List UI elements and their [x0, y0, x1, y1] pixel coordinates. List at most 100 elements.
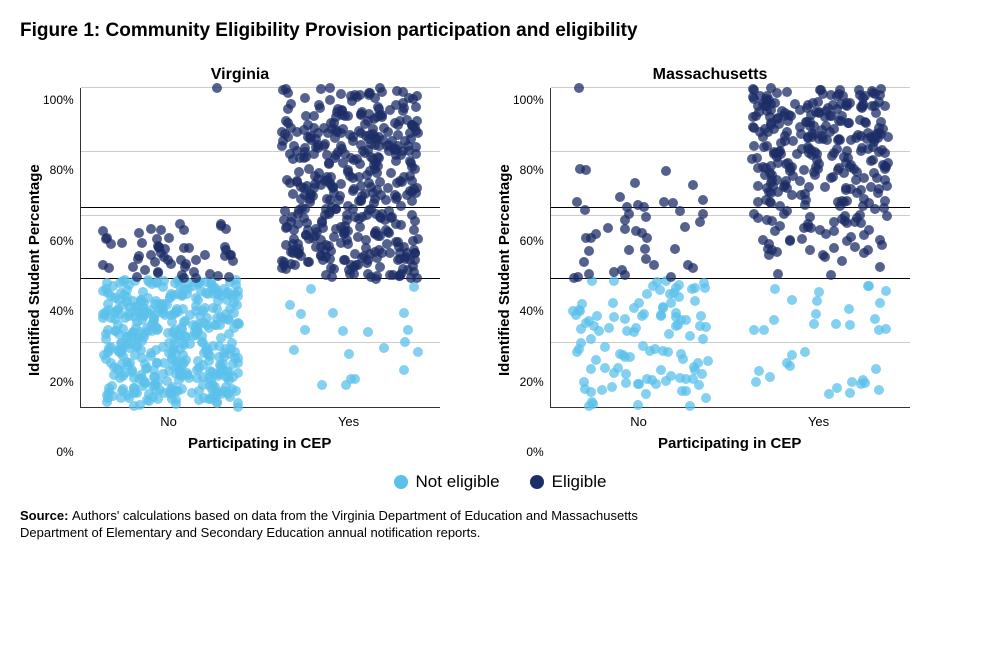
y-tick: 20%: [513, 376, 544, 388]
data-point: [300, 93, 310, 103]
data-point: [630, 178, 640, 188]
data-point: [310, 171, 320, 181]
data-point: [850, 242, 860, 252]
data-point: [363, 145, 373, 155]
data-point: [387, 212, 397, 222]
data-point: [696, 311, 706, 321]
data-point: [622, 326, 632, 336]
data-point: [784, 110, 794, 120]
data-point: [280, 206, 290, 216]
data-point: [828, 172, 838, 182]
data-point: [773, 269, 783, 279]
data-point: [754, 366, 764, 376]
data-point: [670, 244, 680, 254]
data-point: [634, 379, 644, 389]
data-point: [829, 124, 839, 134]
data-point: [317, 380, 327, 390]
data-point: [140, 265, 150, 275]
data-point: [847, 377, 857, 387]
data-point: [391, 156, 401, 166]
data-point: [574, 83, 584, 93]
data-point: [164, 233, 174, 243]
data-point: [640, 244, 650, 254]
data-point: [881, 286, 891, 296]
data-point: [854, 85, 864, 95]
data-point: [304, 257, 314, 267]
data-point: [797, 234, 807, 244]
data-point: [817, 125, 827, 135]
data-point: [101, 334, 111, 344]
data-point: [695, 217, 705, 227]
data-point: [858, 101, 868, 111]
data-point: [413, 347, 423, 357]
data-point: [396, 201, 406, 211]
data-point: [650, 344, 660, 354]
data-point: [374, 153, 384, 163]
data-point: [103, 325, 113, 335]
data-point: [770, 284, 780, 294]
y-tick: 80%: [43, 164, 74, 176]
data-point: [671, 308, 681, 318]
data-point: [808, 98, 818, 108]
data-point: [392, 178, 402, 188]
data-point: [342, 210, 352, 220]
data-point: [759, 325, 769, 335]
data-point: [609, 368, 619, 378]
data-point: [305, 194, 315, 204]
data-point: [882, 211, 892, 221]
data-point: [772, 247, 782, 257]
data-point: [698, 195, 708, 205]
data-point: [353, 232, 363, 242]
data-point: [837, 256, 847, 266]
data-point: [120, 313, 130, 323]
data-point: [104, 343, 114, 353]
data-point: [651, 379, 661, 389]
data-point: [845, 388, 855, 398]
legend-item: Not eligible: [394, 472, 500, 492]
data-point: [864, 225, 874, 235]
data-point: [166, 289, 176, 299]
data-point: [675, 373, 685, 383]
data-point: [782, 87, 792, 97]
data-point: [122, 332, 132, 342]
data-point: [325, 95, 335, 105]
data-point: [377, 112, 387, 122]
data-point: [137, 238, 147, 248]
data-point: [874, 385, 884, 395]
data-point: [344, 265, 354, 275]
y-axis-label: Identified Student Percentage: [490, 88, 513, 452]
data-point: [153, 377, 163, 387]
data-point: [346, 153, 356, 163]
data-point: [698, 334, 708, 344]
data-point: [329, 188, 339, 198]
data-point: [877, 240, 887, 250]
data-point: [212, 304, 222, 314]
data-point: [127, 365, 137, 375]
data-point: [782, 206, 792, 216]
data-point: [281, 84, 291, 94]
data-point: [181, 355, 191, 365]
data-point: [202, 313, 212, 323]
data-point: [617, 265, 627, 275]
data-point: [98, 260, 108, 270]
data-point: [683, 260, 693, 270]
data-point: [868, 88, 878, 98]
data-point: [839, 197, 849, 207]
data-point: [132, 317, 142, 327]
data-point: [782, 183, 792, 193]
data-point: [694, 380, 704, 390]
data-point: [344, 349, 354, 359]
data-point: [281, 223, 291, 233]
x-ticks: NoYes: [80, 414, 440, 429]
data-point: [752, 153, 762, 163]
data-point: [292, 127, 302, 137]
data-point: [685, 401, 695, 411]
y-tick: 40%: [43, 305, 74, 317]
data-point: [206, 375, 216, 385]
data-point: [185, 310, 195, 320]
legend-label: Eligible: [552, 472, 607, 492]
data-point: [212, 387, 222, 397]
data-point: [312, 227, 322, 237]
plot-area: [80, 88, 440, 408]
data-point: [165, 389, 175, 399]
